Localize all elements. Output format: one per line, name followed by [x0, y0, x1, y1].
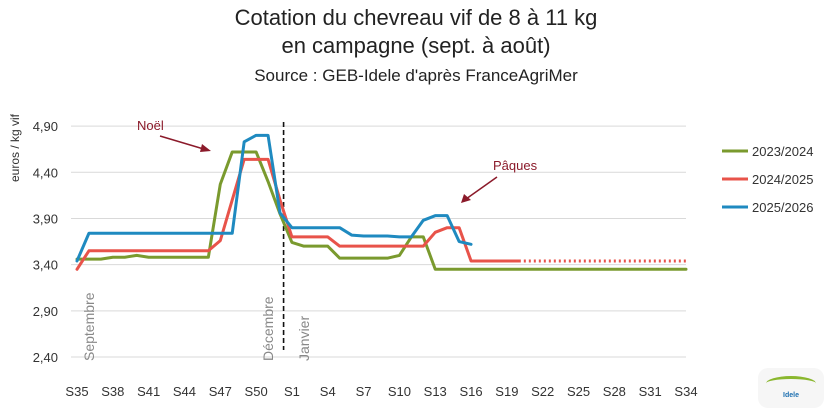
x-tick-label: S10 — [388, 384, 411, 399]
logo-text: Idele — [783, 391, 799, 399]
annotation-paques-arrowhead — [461, 194, 471, 203]
x-tick-label: S4 — [320, 384, 336, 399]
month-label: Décembre — [260, 296, 276, 361]
y-axis-label: euros / kg vif — [8, 113, 22, 182]
annotation-noel: Noël — [137, 118, 164, 133]
x-tick-label: S7 — [356, 384, 372, 399]
annotation-paques: Pâques — [493, 158, 538, 173]
idele-logo: Idele — [758, 368, 824, 408]
legend-label: 2023/2024 — [752, 144, 813, 159]
chart-title-line1: Cotation du chevreau vif de 8 à 11 kg — [234, 5, 598, 30]
x-tick-label: S34 — [674, 384, 697, 399]
x-tick-label: S19 — [495, 384, 518, 399]
series-line-2023/2024 — [75, 150, 688, 271]
legend-label: 2025/2026 — [752, 200, 813, 215]
x-tick-label: S22 — [531, 384, 554, 399]
annotation-noel-arrowhead — [200, 144, 211, 152]
y-tick-label: 4,90 — [33, 119, 58, 134]
legend-label: 2024/2025 — [752, 172, 813, 187]
x-tick-label: S44 — [173, 384, 196, 399]
x-tick-label: S35 — [65, 384, 88, 399]
chart-source: Source : GEB-Idele d'après FranceAgriMer — [254, 66, 578, 85]
logo-swoosh-icon — [766, 376, 816, 391]
x-tick-label: S47 — [209, 384, 232, 399]
x-tick-label: S50 — [245, 384, 268, 399]
x-tick-label: S13 — [424, 384, 447, 399]
x-tick-label: S25 — [567, 384, 590, 399]
annotation-paques-arrow-line — [465, 176, 498, 200]
annotation-noel-arrow-line — [159, 135, 208, 151]
y-tick-label: 2,40 — [33, 350, 58, 365]
x-tick-label: S31 — [639, 384, 662, 399]
y-tick-label: 4,40 — [33, 165, 58, 180]
y-tick-label: 3,90 — [33, 211, 58, 226]
chart-title-line2: en campagne (sept. à août) — [281, 33, 551, 58]
x-tick-label: S16 — [459, 384, 482, 399]
chart-title-block: Cotation du chevreau vif de 8 à 11 kg en… — [0, 4, 832, 88]
month-label: Septembre — [81, 292, 97, 361]
series-line-2025/2026 — [75, 133, 473, 263]
y-tick-label: 3,40 — [33, 258, 58, 273]
x-tick-label: S1 — [284, 384, 300, 399]
x-tick-label: S38 — [101, 384, 124, 399]
month-label: Janvier — [296, 316, 312, 361]
series-line-2024/2025 — [75, 157, 521, 271]
x-tick-label: S28 — [603, 384, 626, 399]
y-tick-label: 2,90 — [33, 304, 58, 319]
x-tick-label: S41 — [137, 384, 160, 399]
